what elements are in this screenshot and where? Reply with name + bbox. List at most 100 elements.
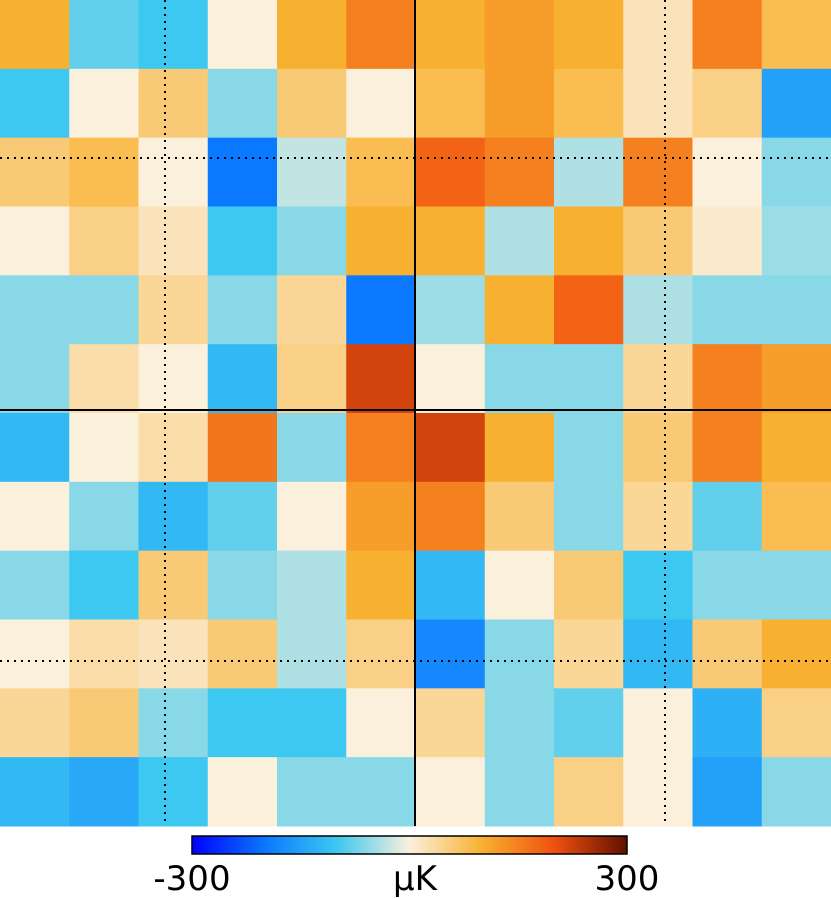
map-cell bbox=[415, 757, 486, 827]
map-cell bbox=[554, 413, 624, 483]
map-cell bbox=[0, 757, 70, 827]
map-cell bbox=[138, 413, 209, 483]
map-cell bbox=[623, 0, 693, 70]
map-cell bbox=[415, 206, 486, 276]
map-cell bbox=[277, 137, 347, 207]
map-cell bbox=[554, 137, 624, 207]
map-cell bbox=[277, 688, 347, 758]
map-cell bbox=[69, 68, 139, 139]
map-cell bbox=[207, 413, 278, 483]
map-cell bbox=[692, 137, 763, 207]
map-cell bbox=[554, 206, 624, 276]
map-cell bbox=[761, 0, 831, 70]
map-cell bbox=[346, 344, 416, 414]
map-cell bbox=[207, 137, 278, 207]
map-cell bbox=[554, 344, 624, 414]
map-cell bbox=[69, 275, 139, 345]
map-cell bbox=[623, 137, 693, 207]
map-cell bbox=[346, 275, 416, 345]
map-cell bbox=[69, 413, 139, 483]
map-cell bbox=[484, 619, 555, 689]
map-cell bbox=[207, 550, 278, 620]
map-cell bbox=[277, 619, 347, 689]
map-cell bbox=[623, 481, 693, 552]
map-cell bbox=[415, 413, 486, 483]
map-cell bbox=[415, 344, 486, 414]
map-cell bbox=[415, 275, 486, 345]
map-cell bbox=[623, 344, 693, 414]
map-cell bbox=[207, 619, 278, 689]
map-cell bbox=[761, 68, 831, 139]
map-cell bbox=[346, 688, 416, 758]
map-cell bbox=[277, 206, 347, 276]
map-cell bbox=[692, 757, 763, 827]
map-cell bbox=[692, 413, 763, 483]
map-cell bbox=[554, 0, 624, 70]
map-cell bbox=[554, 68, 624, 139]
graticule bbox=[0, 0, 831, 826]
map-cell bbox=[346, 68, 416, 139]
map-cell bbox=[554, 550, 624, 620]
map-cell bbox=[346, 0, 416, 70]
map-cell bbox=[415, 550, 486, 620]
map-cell bbox=[623, 757, 693, 827]
map-cell bbox=[761, 481, 831, 552]
map-cell bbox=[277, 413, 347, 483]
map-cell bbox=[69, 137, 139, 207]
map-cell bbox=[623, 206, 693, 276]
map-cell bbox=[69, 206, 139, 276]
map-cell bbox=[207, 344, 278, 414]
map-cell bbox=[484, 344, 555, 414]
map-cell bbox=[484, 481, 555, 552]
map-cell bbox=[484, 688, 555, 758]
map-cell bbox=[692, 550, 763, 620]
map-cell bbox=[346, 481, 416, 552]
map-cell bbox=[484, 757, 555, 827]
map-cell bbox=[484, 68, 555, 139]
map-cell bbox=[0, 206, 70, 276]
map-cell bbox=[692, 481, 763, 552]
map-cell bbox=[138, 619, 209, 689]
map-cell bbox=[484, 550, 555, 620]
map-cell bbox=[138, 344, 209, 414]
map-cell bbox=[692, 688, 763, 758]
map-cell bbox=[138, 688, 209, 758]
map-cell bbox=[0, 68, 70, 139]
map-cell bbox=[138, 275, 209, 345]
map-cell bbox=[69, 0, 139, 70]
map-cell bbox=[623, 68, 693, 139]
map-cell bbox=[0, 481, 70, 552]
map-cell bbox=[0, 413, 70, 483]
map-cell bbox=[484, 413, 555, 483]
map-cell bbox=[761, 619, 831, 689]
map-cell bbox=[761, 344, 831, 414]
map-cell bbox=[484, 206, 555, 276]
map-cell bbox=[277, 344, 347, 414]
map-cell bbox=[623, 550, 693, 620]
map-cell bbox=[415, 619, 486, 689]
map-cell bbox=[554, 481, 624, 552]
map-cell bbox=[138, 206, 209, 276]
map-cell bbox=[207, 0, 278, 70]
map-cell bbox=[138, 481, 209, 552]
map-cell bbox=[761, 550, 831, 620]
map-cell bbox=[761, 688, 831, 758]
colorbar bbox=[191, 835, 628, 855]
colorbar-tick-label: 300 bbox=[595, 859, 660, 899]
map-cell bbox=[346, 757, 416, 827]
map-cell bbox=[554, 275, 624, 345]
map-cell bbox=[69, 481, 139, 552]
map-cell bbox=[554, 619, 624, 689]
map-cell bbox=[346, 137, 416, 207]
colorbar-label: µK bbox=[393, 859, 439, 899]
map-cell bbox=[484, 275, 555, 345]
map-cell bbox=[277, 757, 347, 827]
map-cell bbox=[415, 481, 486, 552]
map-cell bbox=[69, 757, 139, 827]
map-cell bbox=[138, 757, 209, 827]
map-cell bbox=[0, 0, 70, 70]
map-cell bbox=[0, 275, 70, 345]
map-cell bbox=[346, 206, 416, 276]
map-cell bbox=[692, 275, 763, 345]
map-cell bbox=[692, 344, 763, 414]
